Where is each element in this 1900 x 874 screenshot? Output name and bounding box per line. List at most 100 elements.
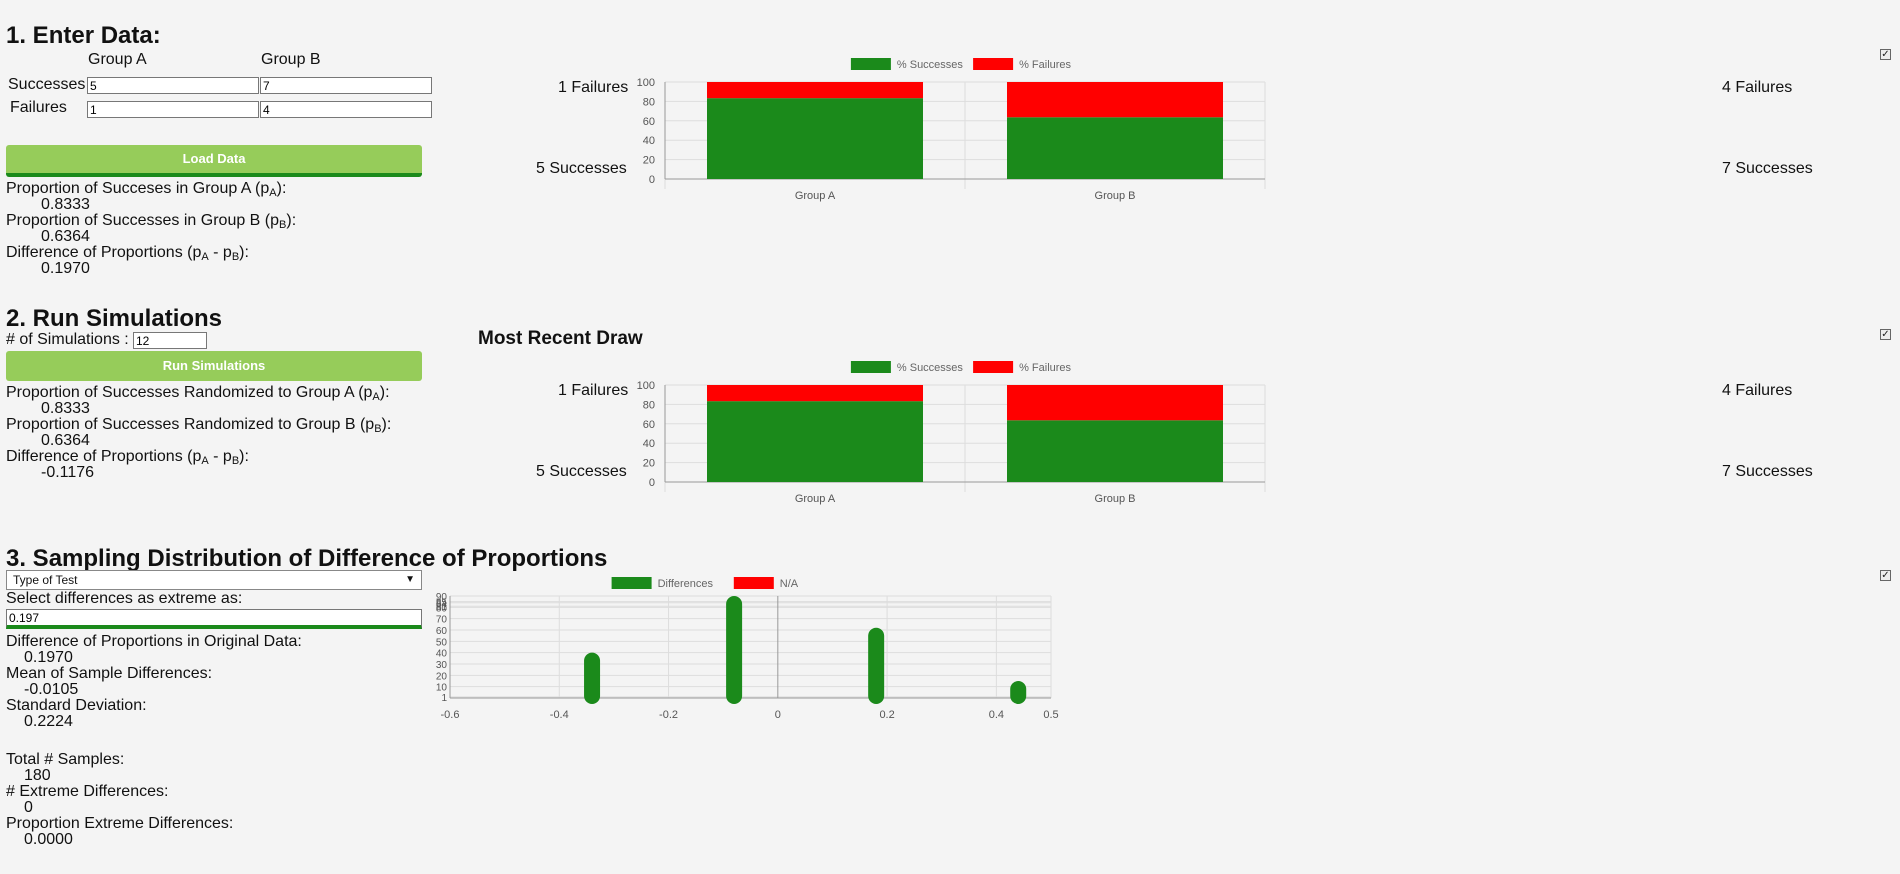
rand-diff-label: Difference of Proportions (pA - pB): [6, 448, 249, 467]
most-recent-draw-title: Most Recent Draw [478, 328, 643, 349]
legend-swatch-0 [850, 361, 891, 373]
y-tick-label: 0 [649, 477, 655, 489]
chart1-left-failures: 1 Failures [558, 79, 629, 96]
prop-extreme-value: 0.0000 [24, 831, 73, 848]
test-type-select[interactable]: Type of Test ▼ [6, 570, 422, 590]
y-tick-label: 20 [643, 155, 655, 167]
y-tick-label: 80 [436, 603, 448, 614]
legend-swatch-1 [733, 577, 774, 589]
difference-bar [1010, 681, 1027, 704]
chart1-stacked-bars: % Successes % Failures 0 20 40 60 80 100 Group A… [637, 58, 1266, 202]
section2-checkbox[interactable]: ✓ [1880, 329, 1891, 340]
chart1-right-failures: 4 Failures [1722, 79, 1793, 96]
x-tick-label: Group B [1095, 493, 1136, 505]
bar-successes-group-a [707, 401, 923, 482]
section3-checkbox[interactable]: ✓ [1880, 570, 1891, 581]
chevron-down-icon: ▼ [405, 574, 415, 585]
rand-diff-value: -0.1176 [41, 464, 95, 481]
rand-prop-a-label: Proportion of Successes Randomized to Gr… [6, 384, 390, 403]
rand-prop-b-value: 0.6364 [41, 432, 90, 449]
sd-label: Standard Deviation: [6, 697, 147, 714]
chart2-right-successes: 7 Successes [1722, 463, 1813, 480]
load-data-button[interactable]: Load Data [6, 145, 422, 177]
x-tick-label: -0.4 [550, 709, 569, 721]
y-tick-label: 40 [436, 649, 448, 660]
y-tick-label: 40 [643, 135, 655, 147]
y-tick-label: 100 [637, 77, 655, 89]
y-tick-label: 0 [649, 174, 655, 186]
chart2-stacked-bars: % Successes % Failures 0 20 40 60 80 100 Group A… [637, 361, 1266, 505]
successes-label: Successes [8, 76, 86, 93]
y-tick-label: 1 [441, 693, 447, 704]
rand-prop-b-label: Proportion of Successes Randomized to Gr… [6, 416, 392, 435]
extreme-count-label: # Extreme Differences: [6, 783, 169, 800]
rand-prop-a-value: 0.8333 [41, 400, 90, 417]
total-samples-value: 180 [24, 767, 51, 784]
legend-label-0: % Successes [897, 362, 964, 374]
sd-value: 0.2224 [24, 713, 73, 730]
y-tick-label: 70 [436, 615, 448, 626]
extreme-label: Select differences as extreme as: [6, 590, 243, 607]
prop-a-value: 0.8333 [41, 196, 90, 213]
y-tick-label: 60 [436, 626, 448, 637]
chart2-left-successes: 5 Successes [536, 463, 627, 480]
group-b-failures-input[interactable] [260, 101, 432, 118]
y-tick-label: 60 [643, 116, 655, 128]
extreme-count-value: 0 [24, 799, 33, 816]
chart2-right-failures: 4 Failures [1722, 382, 1793, 399]
group-a-successes-input[interactable] [87, 77, 259, 94]
orig-diff-label: Difference of Proportions in Original Da… [6, 633, 302, 650]
legend-swatch-1 [973, 361, 1014, 373]
prop-b-label: Proportion of Successes in Group B (pB): [6, 212, 297, 231]
y-tick-label: 85 [436, 598, 448, 609]
legend-label-1: % Failures [1019, 362, 1071, 374]
mean-value: -0.0105 [24, 681, 79, 698]
prop-a-label: Proportion of Succeses in Group A (pA): [6, 180, 287, 199]
y-tick-label: 20 [436, 671, 448, 682]
prop-extreme-label: Proportion Extreme Differences: [6, 815, 234, 832]
diff-value: 0.1970 [41, 260, 90, 277]
chart1-left-successes: 5 Successes [536, 160, 627, 177]
y-tick-label: 80 [643, 96, 655, 108]
y-tick-label: 90 [436, 592, 448, 603]
x-tick-label: -0.2 [659, 709, 678, 721]
difference-bar [584, 652, 601, 704]
bar-failures-group-b [1007, 385, 1223, 421]
legend-swatch-0 [611, 577, 652, 589]
x-tick-label: 0 [775, 709, 781, 721]
bar-successes-group-b [1007, 117, 1223, 179]
y-tick-label: 40 [643, 438, 655, 450]
extreme-value-input[interactable] [6, 609, 422, 629]
legend-swatch-1 [973, 58, 1014, 70]
section1-checkbox[interactable]: ✓ [1880, 49, 1891, 60]
prop-b-value: 0.6364 [41, 228, 90, 245]
bar-failures-group-a [707, 82, 923, 99]
x-tick-label: Group A [795, 190, 836, 202]
simulations-input[interactable] [133, 332, 207, 349]
x-tick-label: Group B [1095, 190, 1136, 202]
legend-label-1: % Failures [1019, 59, 1071, 71]
bar-successes-group-b [1007, 420, 1223, 482]
y-tick-label: 30 [436, 660, 448, 671]
mean-label: Mean of Sample Differences: [6, 665, 213, 682]
section2-title: 2. Run Simulations [6, 305, 223, 332]
legend-label-0: % Successes [897, 59, 964, 71]
section1-title: 1. Enter Data: [6, 22, 161, 49]
run-simulations-button[interactable]: Run Simulations [6, 351, 422, 381]
orig-diff-value: 0.1970 [24, 649, 73, 666]
y-tick-label: 80 [643, 399, 655, 411]
x-tick-label: 0.4 [989, 709, 1004, 721]
chart1-right-successes: 7 Successes [1722, 160, 1813, 177]
x-tick-label: -0.6 [441, 709, 460, 721]
y-tick-label: 10 [436, 683, 448, 694]
chart2-left-failures: 1 Failures [558, 382, 629, 399]
failures-label: Failures [10, 99, 67, 116]
group-a-failures-input[interactable] [87, 101, 259, 118]
diff-label: Difference of Proportions (pA - pB): [6, 244, 249, 263]
bar-failures-group-a [707, 385, 923, 402]
group-b-header: Group B [261, 51, 321, 68]
y-tick-label: 100 [637, 380, 655, 392]
group-b-successes-input[interactable] [260, 77, 432, 94]
legend-label-0: Differences [658, 578, 714, 590]
